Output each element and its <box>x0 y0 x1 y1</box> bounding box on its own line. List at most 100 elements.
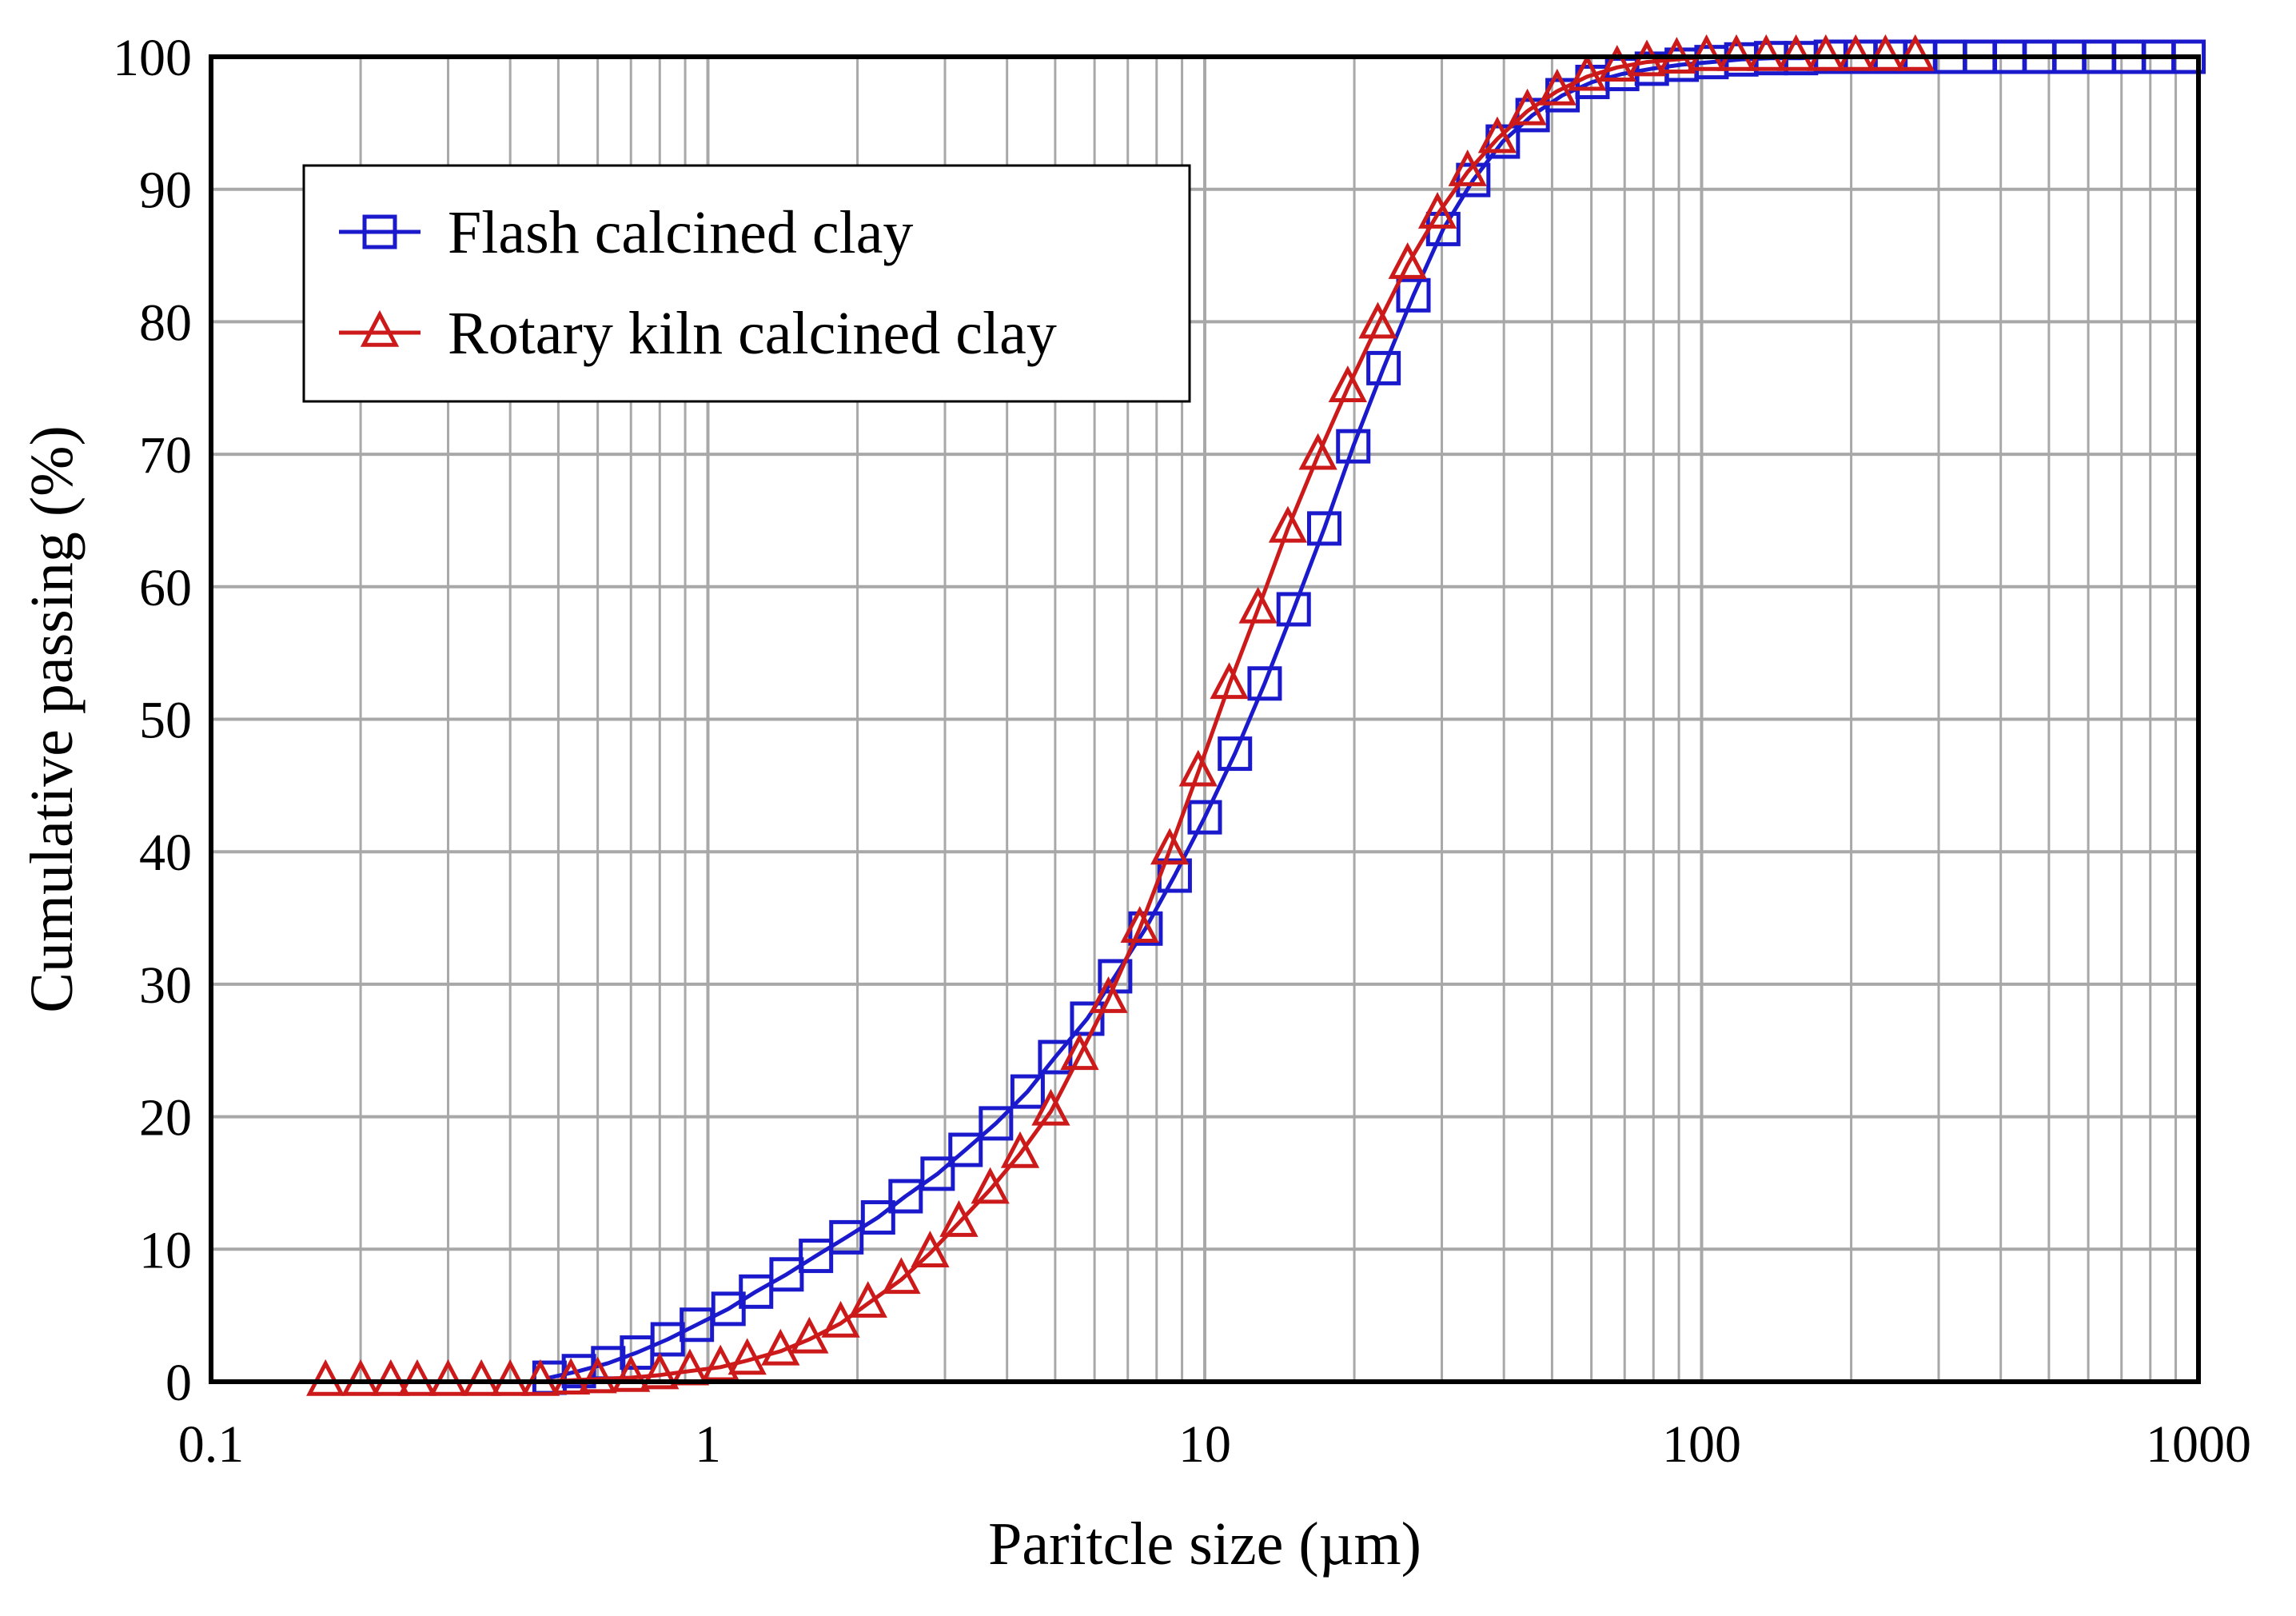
data-point-triangle <box>1328 365 1368 402</box>
data-point-triangle <box>306 1359 345 1396</box>
data-point-triangle <box>727 1338 767 1375</box>
plot-frame <box>209 54 2201 1384</box>
y-tick-label: 70 <box>139 426 192 485</box>
series-rotary <box>306 34 1935 1396</box>
y-tick-label: 10 <box>139 1221 192 1279</box>
data-point-triangle <box>1836 34 1875 71</box>
data-point-triangle <box>1178 749 1218 787</box>
y-tick-label: 40 <box>139 824 192 882</box>
data-point-triangle <box>429 1359 468 1396</box>
data-point-square <box>739 1274 774 1309</box>
data-point-triangle <box>1537 68 1577 106</box>
tick-labels: 0.1 1 10 100 1000 0 10 20 30 40 50 60 70 80 90 100 <box>113 29 2251 1474</box>
y-tick-label: 50 <box>139 692 192 750</box>
x-tick-label: 10 <box>1178 1415 1231 1474</box>
data-point-triangle <box>1568 54 1607 91</box>
data-point-triangle <box>1448 149 1487 186</box>
data-point-triangle <box>1268 505 1308 543</box>
data-point-triangle <box>1150 828 1190 865</box>
data-point-square <box>1218 736 1253 772</box>
data-point-square <box>1396 277 1431 313</box>
data-point-triangle <box>491 1359 530 1396</box>
data-point-triangle <box>1210 662 1249 700</box>
data-point-square <box>1010 1074 1045 1109</box>
legend-square-marker-icon <box>362 214 397 249</box>
y-tick-label: 0 <box>165 1354 192 1412</box>
legend: Flash calcined clay Rotary kiln calcined… <box>302 164 1191 403</box>
data-point-triangle <box>1120 906 1159 944</box>
x-tick-label: 1000 <box>2146 1415 2251 1474</box>
x-tick-label: 100 <box>1662 1415 1741 1474</box>
data-point-triangle <box>882 1257 921 1295</box>
data-point-triangle <box>578 1356 617 1394</box>
data-point-triangle <box>790 1316 829 1354</box>
y-tick-label: 90 <box>139 162 192 220</box>
data-point-triangle <box>1089 976 1128 1013</box>
series-line <box>325 54 1915 1384</box>
data-point-triangle <box>1895 34 1935 71</box>
data-point-square <box>888 1179 923 1214</box>
data-point-triangle <box>371 1359 410 1396</box>
data-point-triangle <box>821 1300 860 1338</box>
data-point-triangle <box>397 1359 437 1396</box>
legend-triangle-marker-icon <box>360 309 400 347</box>
y-tick-label: 100 <box>113 29 192 87</box>
y-tick-label: 80 <box>139 293 192 352</box>
legend-label-flash: Flash calcined clay <box>448 199 913 266</box>
x-axis-title: Paritcle size (µm) <box>988 1510 1421 1578</box>
data-point-triangle <box>1000 1131 1040 1168</box>
data-point-triangle <box>640 1352 680 1390</box>
data-point-square <box>1247 666 1282 701</box>
data-point-triangle <box>1687 34 1726 71</box>
x-tick-label: 0.1 <box>178 1415 245 1474</box>
legend-marker <box>360 309 400 347</box>
data-point-triangle <box>971 1167 1010 1204</box>
data-point-square <box>769 1257 804 1292</box>
data-point-triangle <box>341 1359 381 1396</box>
y-axis-title: Cumulative passing (%) <box>18 425 86 1013</box>
data-point-triangle <box>848 1281 887 1318</box>
data-point-square <box>1336 429 1371 464</box>
data-point-triangle <box>1716 34 1756 71</box>
data-point-triangle <box>701 1344 740 1382</box>
legend-marker <box>362 214 397 249</box>
data-point-triangle <box>1298 433 1337 470</box>
y-tick-label: 20 <box>139 1089 192 1147</box>
data-point-square <box>979 1106 1014 1141</box>
data-point-triangle <box>761 1328 800 1366</box>
data-point-square <box>860 1200 895 1235</box>
data-point-triangle <box>1776 34 1816 71</box>
y-tick-label: 60 <box>139 559 192 617</box>
data-point-triangle <box>1031 1088 1070 1126</box>
data-point-triangle <box>1508 88 1547 126</box>
data-point-triangle <box>911 1231 950 1267</box>
data-point-square <box>1307 511 1342 546</box>
data-point-triangle <box>939 1199 979 1237</box>
data-point-triangle <box>461 1359 501 1396</box>
data-point-triangle <box>1388 241 1427 279</box>
data-point-square <box>948 1132 983 1167</box>
data-point-square <box>711 1291 746 1327</box>
legend-entry-rotary: Rotary kiln calcined clay <box>339 300 1057 367</box>
data-point-triangle <box>1238 586 1278 624</box>
data-point-triangle <box>1060 1033 1099 1071</box>
y-tick-label: 30 <box>139 956 192 1015</box>
data-point-triangle <box>551 1358 591 1395</box>
data-point-square <box>1366 350 1401 385</box>
data-point-square <box>1070 1001 1105 1036</box>
legend-label-rotary: Rotary kiln calcined clay <box>448 300 1057 367</box>
data-point-triangle <box>612 1355 651 1392</box>
data-point-square <box>799 1239 834 1274</box>
data-point-triangle <box>1866 34 1905 71</box>
legend-box <box>302 164 1191 403</box>
data-point-triangle <box>1358 301 1397 339</box>
data-point-triangle <box>1806 34 1845 71</box>
data-point-triangle <box>1747 34 1786 71</box>
data-point-triangle <box>520 1359 560 1396</box>
data-point-square <box>829 1219 864 1255</box>
data-point-square <box>1276 592 1311 627</box>
data-point-triangle <box>1417 192 1457 229</box>
legend-entry-flash: Flash calcined clay <box>339 199 913 266</box>
data-point-square <box>1187 800 1222 835</box>
